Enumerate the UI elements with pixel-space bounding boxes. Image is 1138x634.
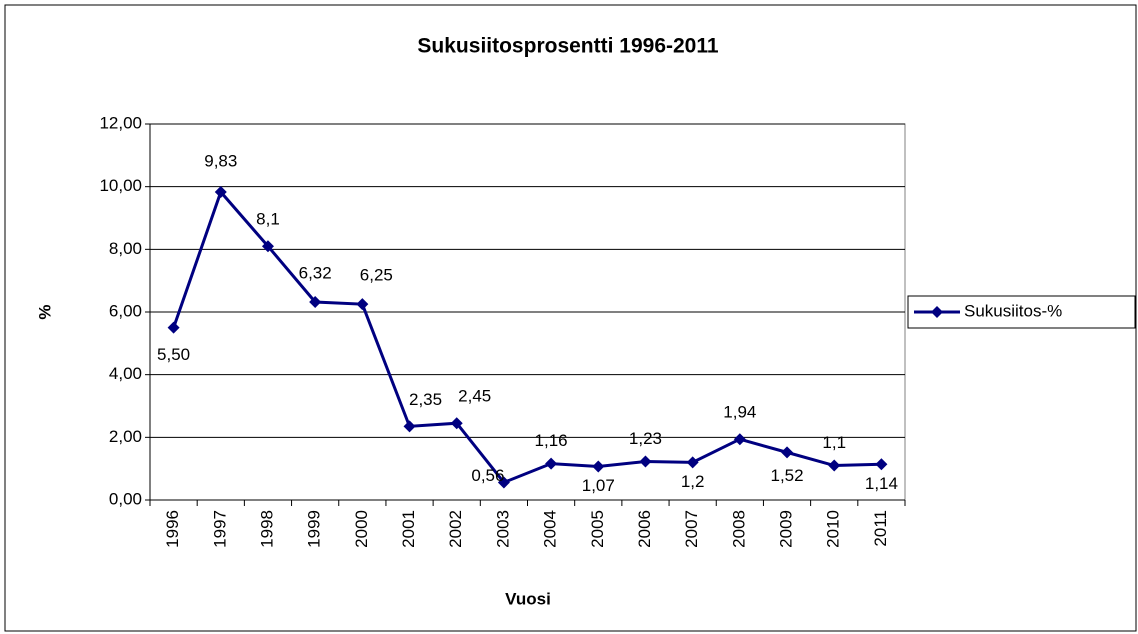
data-label: 1,07 <box>582 476 615 495</box>
data-label: 1,94 <box>723 403 756 422</box>
x-tick-label: 2002 <box>446 510 465 548</box>
x-tick-label: 2007 <box>682 510 701 548</box>
data-label: 2,35 <box>409 390 442 409</box>
x-tick-label: 2008 <box>729 510 748 548</box>
x-tick-label: 1998 <box>257 510 276 548</box>
data-point <box>403 420 416 433</box>
data-point <box>545 457 558 470</box>
chart-title: Sukusiitosprosentti 1996-2011 <box>417 35 718 58</box>
data-label: 8,1 <box>256 210 280 229</box>
data-label: 5,50 <box>157 345 190 364</box>
data-label: 1,2 <box>681 472 705 491</box>
data-point <box>828 459 841 472</box>
data-label: 1,23 <box>629 429 662 448</box>
legend-label: Sukusiitos-% <box>964 301 1062 320</box>
y-tick-label: 10,00 <box>99 176 142 195</box>
x-tick-label: 1997 <box>210 510 229 548</box>
data-point <box>639 455 652 468</box>
y-axis-label: % <box>35 304 54 319</box>
x-tick-label: 2000 <box>352 510 371 548</box>
x-tick-label: 2009 <box>777 510 796 548</box>
data-point <box>261 240 274 253</box>
x-tick-label: 1999 <box>305 510 324 548</box>
x-axis-label: Vuosi <box>505 589 551 608</box>
x-tick-label: 2001 <box>399 510 418 548</box>
series-line <box>172 189 882 485</box>
y-tick-label: 6,00 <box>109 301 142 320</box>
y-tick-label: 2,00 <box>109 427 142 446</box>
x-tick-label: 1996 <box>163 510 182 548</box>
x-tick-label: 2006 <box>635 510 654 548</box>
x-tick-label: 2011 <box>871 510 890 547</box>
data-point <box>875 458 888 471</box>
data-point <box>309 295 322 308</box>
data-point <box>497 476 510 489</box>
x-tick-label: 2004 <box>541 510 560 548</box>
data-point <box>686 456 699 469</box>
data-point <box>167 321 180 334</box>
data-label: 1,16 <box>535 431 568 450</box>
data-label: 9,83 <box>204 151 237 170</box>
x-tick-label: 2003 <box>493 510 512 548</box>
data-label: 1,1 <box>822 433 846 452</box>
data-label: 1,52 <box>770 466 803 485</box>
x-tick-label: 2010 <box>824 510 843 548</box>
data-label: 6,25 <box>360 266 393 285</box>
data-point <box>214 185 227 198</box>
y-tick-label: 4,00 <box>109 364 142 383</box>
y-tick-label: 8,00 <box>109 239 142 258</box>
data-label: 2,45 <box>458 387 491 406</box>
y-tick-label: 0,00 <box>109 489 142 508</box>
data-point <box>450 417 463 430</box>
data-label: 0,56 <box>471 466 504 485</box>
data-point <box>733 433 746 446</box>
legend-marker <box>931 306 943 318</box>
data-point <box>592 460 605 473</box>
data-label: 1,14 <box>865 474 898 493</box>
data-label: 6,32 <box>299 263 332 282</box>
x-tick-label: 2005 <box>588 510 607 548</box>
y-tick-label: 12,00 <box>99 113 142 132</box>
data-point <box>781 446 794 459</box>
data-point <box>356 298 369 311</box>
